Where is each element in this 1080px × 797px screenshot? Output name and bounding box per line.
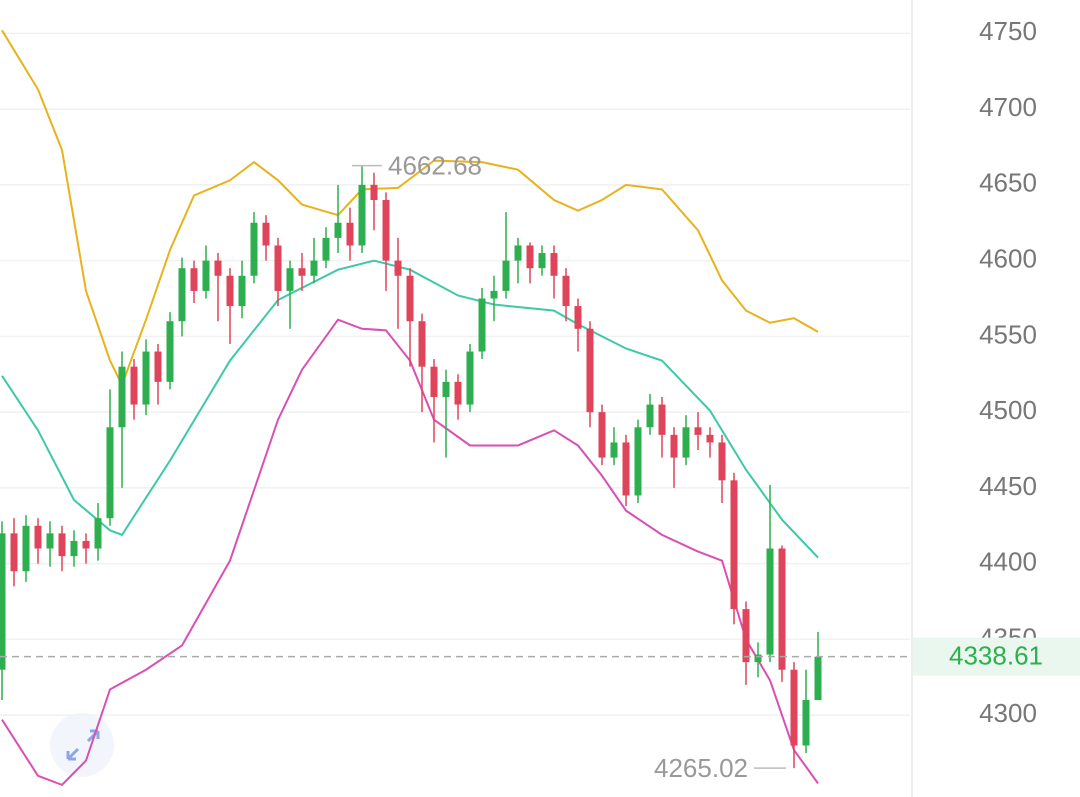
candle-body	[22, 525, 30, 572]
candle-body	[586, 328, 594, 413]
candle-body	[262, 222, 270, 246]
candle-body	[622, 442, 630, 496]
candle-body	[346, 222, 354, 246]
candle-body	[322, 237, 330, 261]
candle-body	[214, 260, 222, 276]
candle-body	[370, 184, 378, 201]
candle-body	[94, 518, 102, 549]
candle-body	[202, 260, 210, 291]
candle-body	[238, 275, 246, 307]
candle-body	[310, 260, 318, 276]
candle-body	[514, 245, 522, 261]
candle-body	[178, 268, 186, 322]
candle-body	[154, 351, 162, 382]
candle-body	[526, 245, 534, 269]
candle-body	[670, 434, 678, 458]
candle-body	[718, 442, 726, 481]
candle-body	[46, 533, 54, 549]
candle-body	[394, 260, 402, 276]
candle-body	[598, 412, 606, 458]
expand-button[interactable]	[50, 713, 114, 777]
low-label: 4265.02	[654, 753, 748, 783]
candle-body	[58, 533, 66, 557]
candle-body	[382, 200, 390, 261]
candle-body	[130, 366, 138, 405]
last-price-label: 4338.61	[949, 641, 1043, 671]
y-tick-label: 4300	[979, 698, 1037, 728]
candle-body	[442, 381, 450, 397]
candle-body	[406, 275, 414, 322]
candle-body	[766, 548, 774, 655]
candle-body	[490, 290, 498, 299]
candle-body	[70, 540, 78, 557]
expand-icon[interactable]	[66, 729, 100, 761]
candle-body	[286, 268, 294, 291]
expand-bg[interactable]	[50, 713, 114, 777]
candle-body	[646, 404, 654, 428]
candle-body	[118, 366, 126, 428]
candle-body	[610, 442, 618, 458]
y-tick-label: 4500	[979, 395, 1037, 425]
candle-body	[226, 275, 234, 307]
last-price-box	[913, 637, 1080, 676]
candle-body	[274, 245, 282, 291]
candle-body	[106, 427, 114, 519]
y-tick-label: 4750	[979, 16, 1037, 46]
y-tick-label: 4450	[979, 471, 1037, 501]
candle-body	[466, 351, 474, 405]
candle-body	[0, 533, 6, 670]
y-tick-label: 4700	[979, 92, 1037, 122]
candle-body	[790, 669, 798, 746]
y-tick-label: 4550	[979, 319, 1037, 349]
candle-body	[778, 548, 786, 670]
candle-body	[634, 427, 642, 496]
candle-body	[334, 222, 342, 238]
candle-body	[418, 321, 426, 367]
candle-body	[706, 434, 714, 443]
high-label: 4662.68	[388, 151, 482, 181]
candle-body	[562, 275, 570, 307]
candle-body	[298, 268, 306, 276]
y-tick-label: 4600	[979, 243, 1037, 273]
candle-body	[574, 306, 582, 329]
candle-body	[34, 525, 42, 549]
y-tick-label: 4650	[979, 168, 1037, 198]
candle-body	[754, 654, 762, 663]
candle-body	[142, 351, 150, 405]
candle-body	[814, 656, 822, 701]
candle-body	[82, 540, 90, 549]
candle-body	[730, 480, 738, 610]
candle-body	[478, 298, 486, 352]
candle-body	[538, 253, 546, 269]
candle-body	[550, 253, 558, 276]
candle-body	[166, 321, 174, 382]
candle-body	[190, 268, 198, 291]
candle-body	[694, 427, 702, 435]
candle-body	[802, 700, 810, 746]
y-tick-label: 4400	[979, 547, 1037, 577]
candle-body	[682, 427, 690, 458]
candle-body	[502, 260, 510, 291]
candle-body	[658, 404, 666, 435]
candle-body	[742, 609, 750, 663]
candle-body	[358, 184, 366, 246]
candle-body	[454, 381, 462, 405]
candle-body	[10, 533, 18, 572]
candle-body	[250, 222, 258, 276]
candle-body	[430, 366, 438, 397]
